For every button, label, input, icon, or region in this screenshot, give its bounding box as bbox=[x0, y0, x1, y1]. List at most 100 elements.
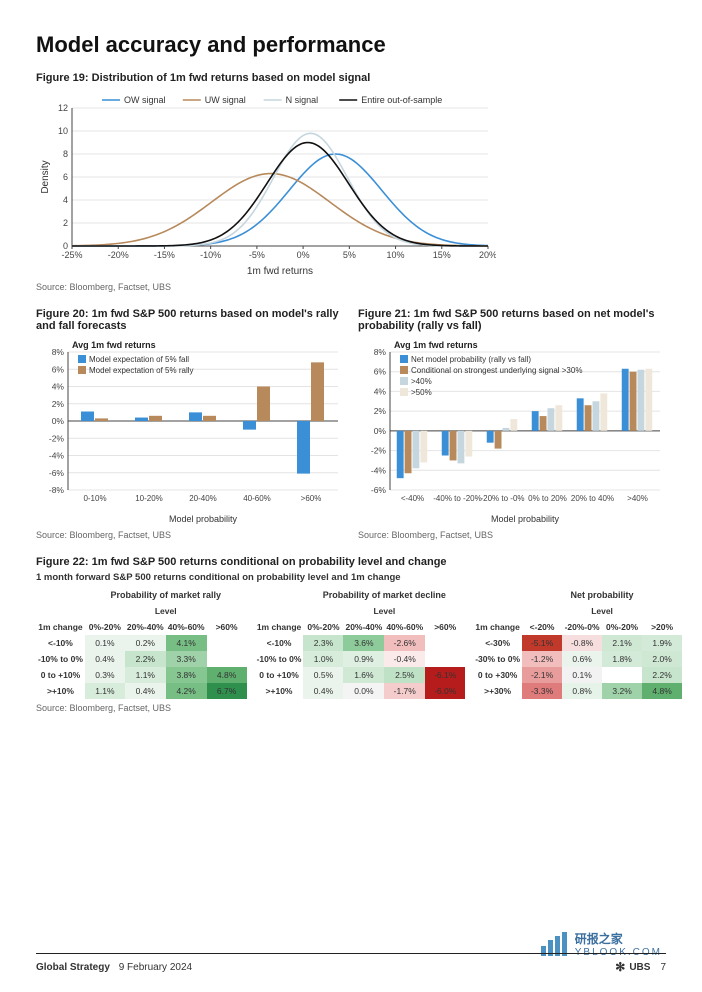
heat-cell: 1.0% bbox=[303, 651, 343, 667]
svg-text:20% to 40%: 20% to 40% bbox=[571, 494, 614, 503]
watermark-title: 研报之家 bbox=[575, 930, 662, 947]
svg-text:-6%: -6% bbox=[371, 485, 387, 495]
svg-text:Model probability: Model probability bbox=[169, 514, 238, 524]
fig19-chart: 024681012-25%-20%-15%-10%-5%0%5%10%15%20… bbox=[36, 88, 496, 278]
footer-section: Global Strategy bbox=[36, 962, 110, 973]
svg-text:20%: 20% bbox=[479, 250, 496, 260]
svg-text:4: 4 bbox=[63, 195, 68, 205]
footer-brand: UBS bbox=[629, 962, 650, 973]
heat-cell: 1.9% bbox=[642, 635, 682, 651]
svg-text:-20%: -20% bbox=[108, 250, 129, 260]
svg-text:>50%: >50% bbox=[411, 388, 432, 397]
heat-cell: 3.2% bbox=[602, 683, 642, 699]
svg-text:<-40%: <-40% bbox=[401, 494, 424, 503]
svg-text:Conditional on strongest under: Conditional on strongest underlying sign… bbox=[411, 366, 582, 375]
svg-text:4%: 4% bbox=[52, 382, 65, 392]
heat-cell: 0.4% bbox=[85, 651, 125, 667]
svg-text:12: 12 bbox=[58, 103, 68, 113]
fig21-source: Source: Bloomberg, Factset, UBS bbox=[358, 530, 666, 540]
fig20-chart: -8%-6%-4%-2%0%2%4%6%8%0-10%10-20%20-40%4… bbox=[36, 336, 342, 526]
heat-cell: 2.5% bbox=[384, 667, 425, 683]
svg-text:UW signal: UW signal bbox=[205, 95, 246, 105]
footer-date: 9 February 2024 bbox=[119, 962, 192, 973]
heat-cell: -6.1% bbox=[425, 667, 465, 683]
fig22-title: Figure 22: 1m fwd S&P 500 returns condit… bbox=[36, 556, 666, 568]
heat-cell: 3.8% bbox=[166, 667, 207, 683]
svg-text:15%: 15% bbox=[433, 250, 451, 260]
heat-cell: 0.5% bbox=[303, 667, 343, 683]
fig20-source: Source: Bloomberg, Factset, UBS bbox=[36, 530, 344, 540]
svg-text:6: 6 bbox=[63, 172, 68, 182]
heat-cell: -5.1% bbox=[522, 635, 562, 651]
fig22-source: Source: Bloomberg, Factset, UBS bbox=[36, 703, 666, 713]
svg-text:Model probability: Model probability bbox=[491, 514, 560, 524]
heat-cell: 1.1% bbox=[85, 683, 125, 699]
heat-cell: 3.3% bbox=[166, 651, 207, 667]
svg-text:0%: 0% bbox=[52, 416, 65, 426]
heat-cell: -2.1% bbox=[522, 667, 562, 683]
svg-text:Model expectation of 5% rally: Model expectation of 5% rally bbox=[89, 366, 194, 375]
heat-cell: 2.0% bbox=[642, 651, 682, 667]
svg-text:-25%: -25% bbox=[61, 250, 82, 260]
svg-text:-2%: -2% bbox=[49, 433, 65, 443]
svg-text:N signal: N signal bbox=[286, 95, 319, 105]
heat-cell: 2.1% bbox=[602, 635, 642, 651]
fig19-title: Figure 19: Distribution of 1m fwd return… bbox=[36, 72, 666, 84]
fig22-subtitle: 1 month forward S&P 500 returns conditio… bbox=[36, 572, 666, 583]
fig22-tables: Probability of market rallyLevel1m chang… bbox=[36, 587, 666, 699]
heat-cell: 4.8% bbox=[642, 683, 682, 699]
heat-table-groupA: Probability of market rallyLevel1m chang… bbox=[36, 587, 247, 699]
heat-cell: 1.6% bbox=[343, 667, 384, 683]
heat-cell: -1.2% bbox=[522, 651, 562, 667]
heat-cell: 6.7% bbox=[207, 683, 247, 699]
svg-text:40-60%: 40-60% bbox=[243, 494, 271, 503]
svg-text:Avg 1m fwd returns: Avg 1m fwd returns bbox=[72, 340, 156, 350]
heat-cell: -2.6% bbox=[384, 635, 425, 651]
svg-text:0%: 0% bbox=[297, 250, 310, 260]
svg-text:10-20%: 10-20% bbox=[135, 494, 163, 503]
heat-cell: 1.1% bbox=[125, 667, 166, 683]
heat-cell: 0.1% bbox=[85, 635, 125, 651]
svg-text:8: 8 bbox=[63, 149, 68, 159]
heat-cell: 4.8% bbox=[207, 667, 247, 683]
svg-text:>40%: >40% bbox=[627, 494, 648, 503]
heat-cell: 0.2% bbox=[125, 635, 166, 651]
heat-cell: -3.3% bbox=[522, 683, 562, 699]
svg-text:1m fwd returns: 1m fwd returns bbox=[247, 266, 313, 277]
svg-text:8%: 8% bbox=[52, 347, 65, 357]
heat-cell: -0.4% bbox=[384, 651, 425, 667]
heat-cell: 0.0% bbox=[343, 683, 384, 699]
heat-cell: -6.0% bbox=[425, 683, 465, 699]
footer-page: 7 bbox=[660, 962, 666, 973]
fig21-title: Figure 21: 1m fwd S&P 500 returns based … bbox=[358, 308, 666, 332]
svg-text:-4%: -4% bbox=[49, 451, 65, 461]
heat-cell bbox=[207, 635, 247, 651]
heat-cell: 0.8% bbox=[562, 683, 602, 699]
heat-table-groupB: Probability of market declineLevel1m cha… bbox=[255, 587, 466, 699]
svg-text:2: 2 bbox=[63, 218, 68, 228]
heat-cell: 2.2% bbox=[642, 667, 682, 683]
svg-text:-15%: -15% bbox=[154, 250, 175, 260]
svg-text:-10%: -10% bbox=[200, 250, 221, 260]
heat-cell: -1.7% bbox=[384, 683, 425, 699]
svg-text:-6%: -6% bbox=[49, 468, 65, 478]
heat-cell bbox=[425, 635, 465, 651]
heat-cell: 4.2% bbox=[166, 683, 207, 699]
footer-right: ✻ UBS 7 bbox=[615, 960, 666, 974]
svg-text:0% to 20%: 0% to 20% bbox=[528, 494, 567, 503]
heat-table-groupC: Net probabilityLevel1m change<-20%-20%-0… bbox=[473, 587, 682, 699]
svg-text:6%: 6% bbox=[374, 367, 387, 377]
svg-text:OW signal: OW signal bbox=[124, 95, 166, 105]
svg-text:0%: 0% bbox=[374, 426, 387, 436]
heat-cell: 0.4% bbox=[125, 683, 166, 699]
footer-left: Global Strategy 9 February 2024 bbox=[36, 962, 192, 973]
fig21-chart: -6%-4%-2%0%2%4%6%8%<-40%-40% to -20%-20%… bbox=[358, 336, 664, 526]
heat-cell: 2.3% bbox=[303, 635, 343, 651]
svg-text:-2%: -2% bbox=[371, 446, 387, 456]
svg-text:>60%: >60% bbox=[301, 494, 322, 503]
svg-text:-20% to -0%: -20% to -0% bbox=[480, 494, 524, 503]
svg-text:Density: Density bbox=[40, 160, 51, 193]
svg-text:10: 10 bbox=[58, 126, 68, 136]
svg-text:Entire out-of-sample: Entire out-of-sample bbox=[361, 95, 442, 105]
svg-text:-8%: -8% bbox=[49, 485, 65, 495]
